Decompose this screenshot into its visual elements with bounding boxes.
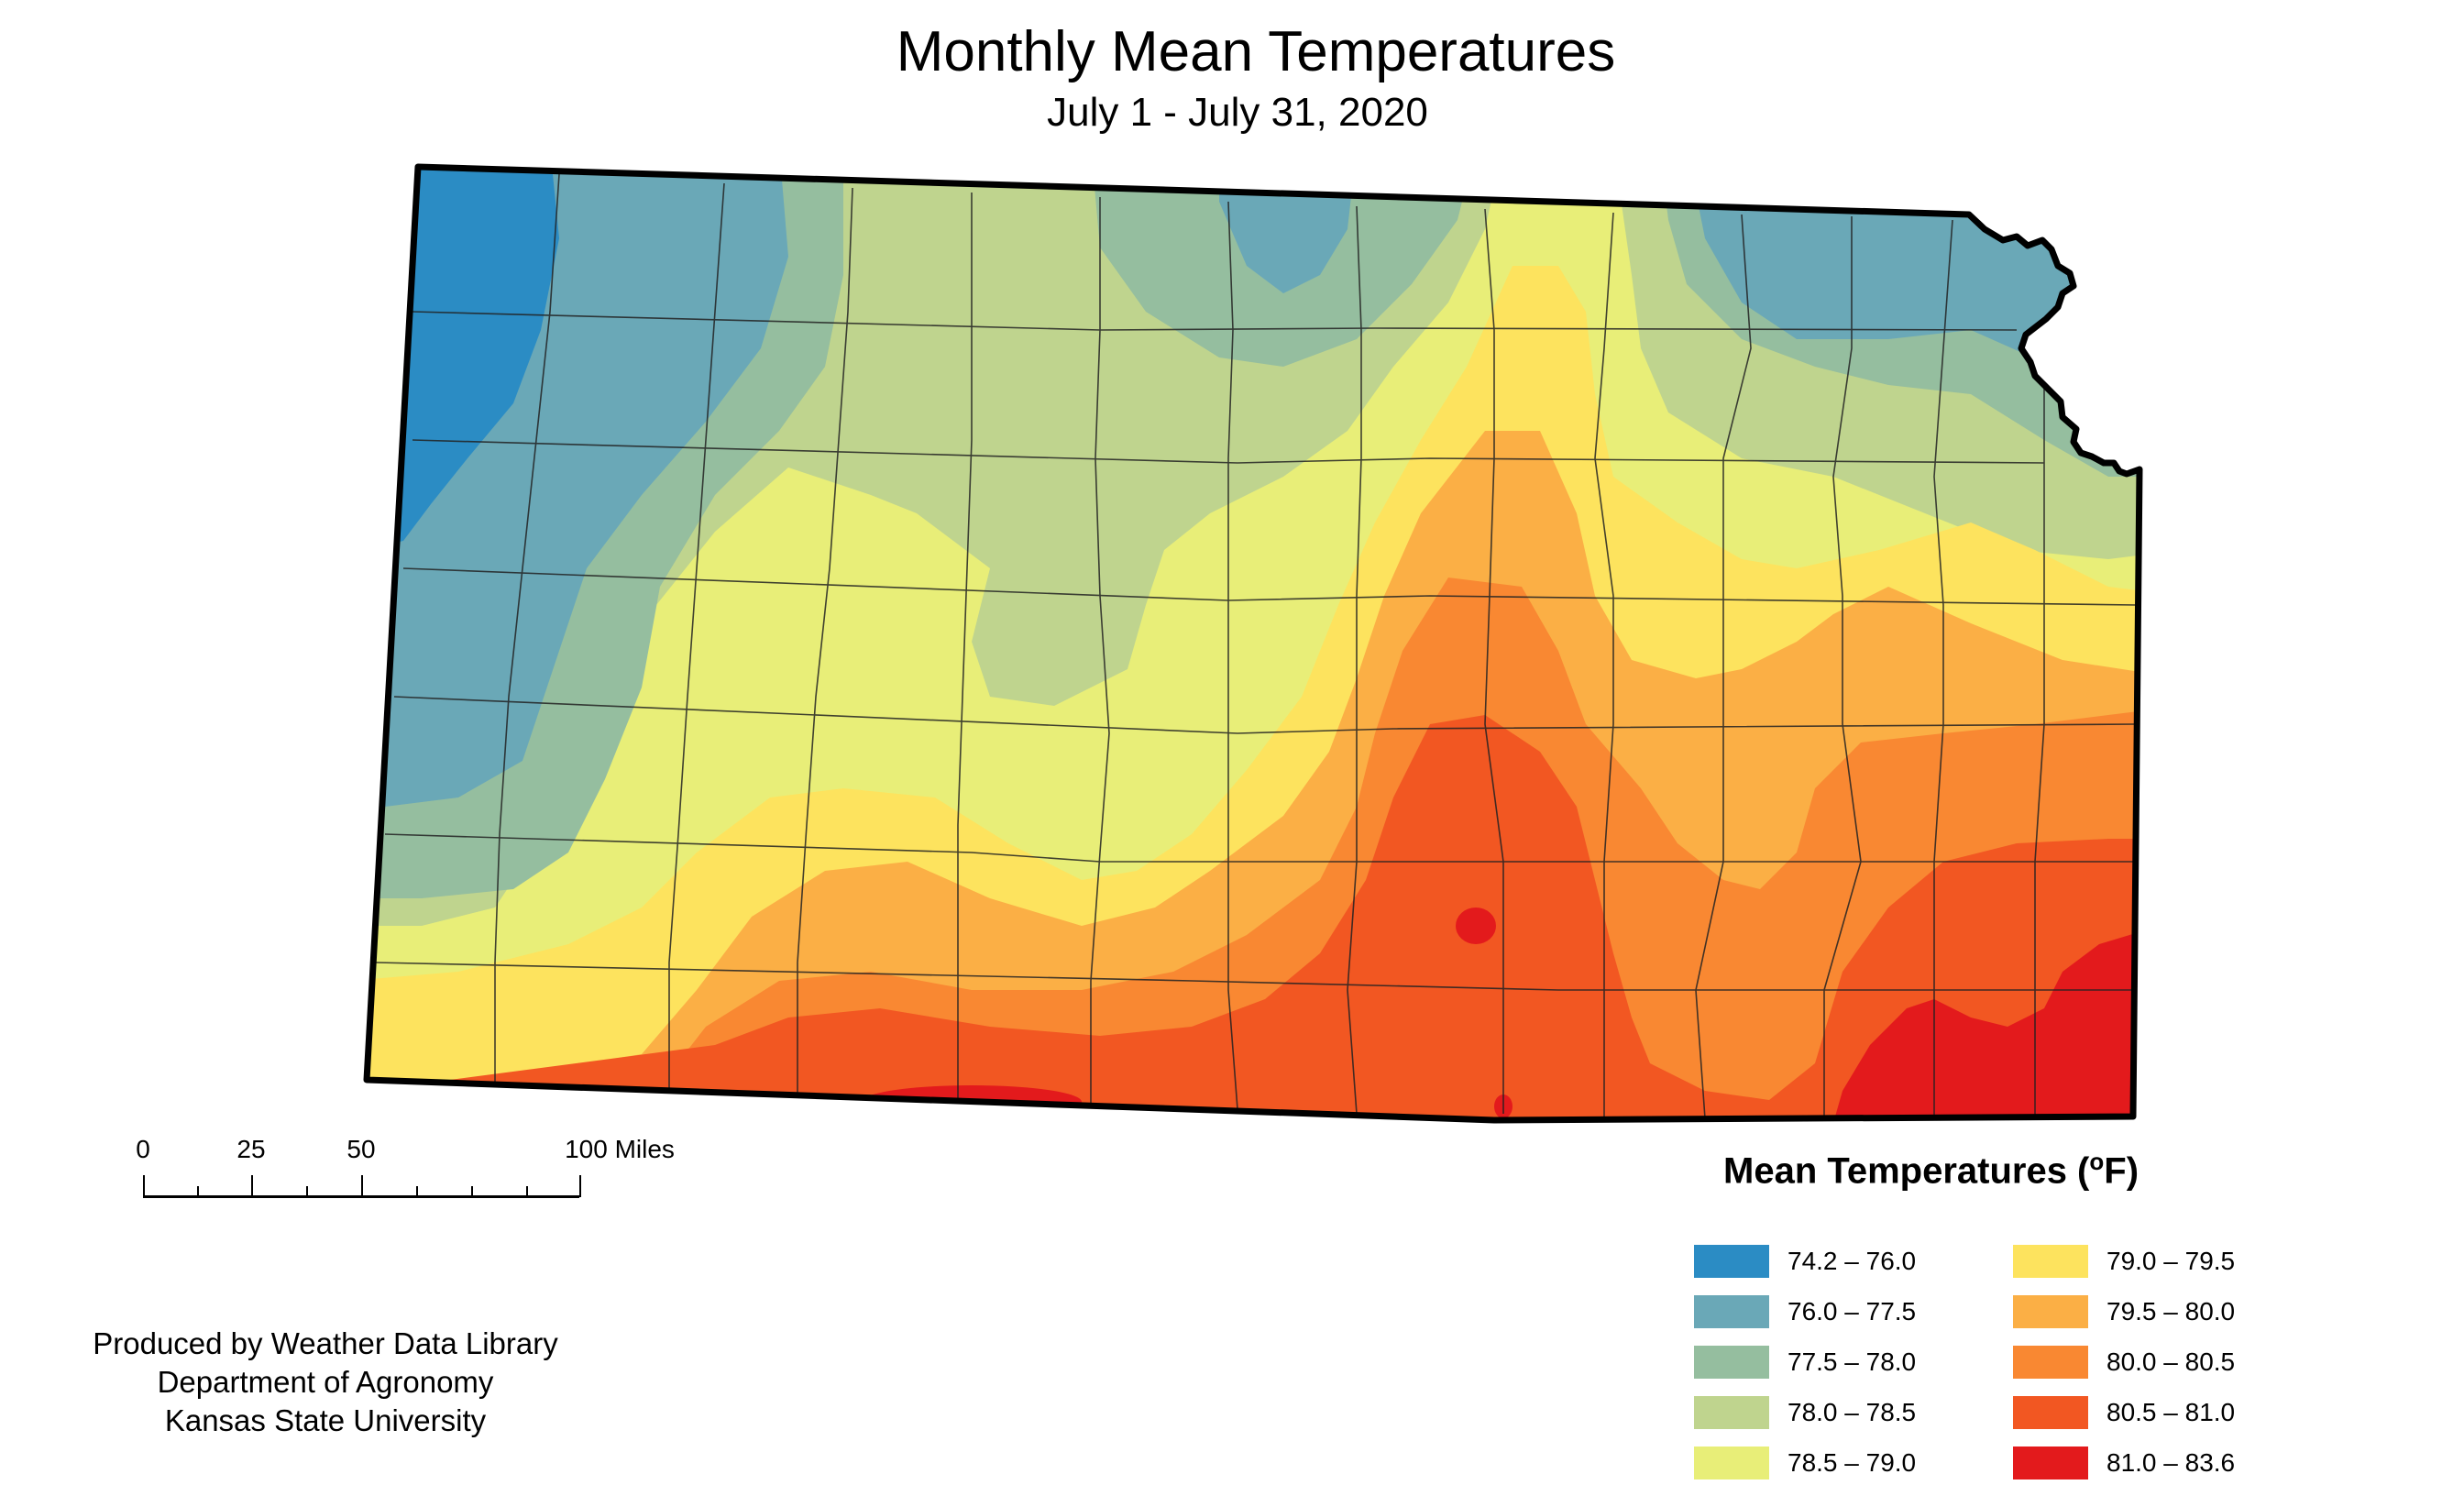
scale-label-50: 50 bbox=[346, 1135, 376, 1163]
legend-label: 80.5 – 81.0 bbox=[2106, 1398, 2236, 1426]
legend-swatch bbox=[1694, 1245, 1769, 1278]
zone-81-0-83-6-se bbox=[1824, 926, 2140, 1120]
scale-label-100: 100 Miles bbox=[565, 1135, 675, 1163]
legend-label: 79.0 – 79.5 bbox=[2106, 1247, 2236, 1275]
map-title: Monthly Mean Temperatures bbox=[896, 20, 1616, 83]
legend-swatch bbox=[2013, 1346, 2088, 1379]
legend-label: 78.0 – 78.5 bbox=[1788, 1398, 1917, 1426]
legend-swatch bbox=[1694, 1295, 1769, 1328]
legend-label: 80.0 – 80.5 bbox=[2106, 1348, 2236, 1376]
legend-item: 78.5 – 79.0 bbox=[1694, 1446, 1996, 1480]
legend-label: 74.2 – 76.0 bbox=[1788, 1247, 1917, 1275]
zone-80-5-81-0 bbox=[367, 715, 2140, 1120]
legend-item: 79.5 – 80.0 bbox=[2013, 1295, 2316, 1328]
scale-label-25: 25 bbox=[236, 1135, 266, 1163]
legend-item: 81.0 – 83.6 bbox=[2013, 1446, 2316, 1480]
legend-item: 79.0 – 79.5 bbox=[2013, 1245, 2316, 1278]
legend-item: 77.5 – 78.0 bbox=[1694, 1346, 1996, 1379]
legend-item: 80.5 – 81.0 bbox=[2013, 1396, 2316, 1429]
legend-swatch bbox=[2013, 1396, 2088, 1429]
scale-bar: 0 25 50 100 Miles bbox=[136, 1135, 688, 1217]
legend-item: 74.2 – 76.0 bbox=[1694, 1245, 1996, 1278]
scale-tick bbox=[306, 1186, 308, 1197]
scale-tick bbox=[416, 1186, 418, 1197]
legend-item: 78.0 – 78.5 bbox=[1694, 1396, 1996, 1429]
scale-tick bbox=[251, 1175, 253, 1197]
legend-swatch bbox=[1694, 1396, 1769, 1429]
scale-tick bbox=[197, 1186, 199, 1197]
legend-label: 79.5 – 80.0 bbox=[2106, 1297, 2236, 1326]
legend-swatch bbox=[2013, 1245, 2088, 1278]
legend-swatch bbox=[1694, 1346, 1769, 1379]
zone-80-0-80-5 bbox=[367, 578, 2140, 1120]
scale-tick bbox=[579, 1175, 581, 1197]
map-subtitle: July 1 - July 31, 2020 bbox=[1047, 90, 1428, 135]
credits-line-1: Produced by Weather Data Library bbox=[93, 1326, 558, 1360]
legend-swatch bbox=[2013, 1446, 2088, 1480]
credits-line-3: Kansas State University bbox=[164, 1403, 487, 1437]
county-boundaries bbox=[375, 173, 2137, 1119]
scale-tick bbox=[471, 1186, 473, 1197]
legend-label: 78.5 – 79.0 bbox=[1788, 1448, 1917, 1477]
scale-tick bbox=[526, 1186, 528, 1197]
scale-tick bbox=[361, 1175, 363, 1197]
legend-item: 76.0 – 77.5 bbox=[1694, 1295, 1996, 1328]
legend-label: 77.5 – 78.0 bbox=[1788, 1348, 1917, 1376]
scale-tick bbox=[143, 1175, 145, 1197]
legend-title: Mean Temperatures (oF) bbox=[1723, 1148, 2140, 1192]
zone-81-0-83-6-spot bbox=[1456, 908, 1496, 944]
scale-label-0: 0 bbox=[136, 1135, 150, 1163]
kansas-state-outline bbox=[363, 163, 2143, 1124]
legend-swatch bbox=[2013, 1295, 2088, 1328]
credits: Produced by Weather Data Library Departm… bbox=[55, 1325, 596, 1440]
legend: 74.2 – 76.0 76.0 – 77.5 77.5 – 78.0 78.0… bbox=[1694, 1245, 2336, 1492]
credits-line-2: Department of Agronomy bbox=[157, 1365, 494, 1399]
legend-swatch bbox=[1694, 1446, 1769, 1480]
legend-label: 76.0 – 77.5 bbox=[1788, 1297, 1917, 1326]
legend-item: 80.0 – 80.5 bbox=[2013, 1346, 2316, 1379]
legend-label: 81.0 – 83.6 bbox=[2106, 1448, 2236, 1477]
